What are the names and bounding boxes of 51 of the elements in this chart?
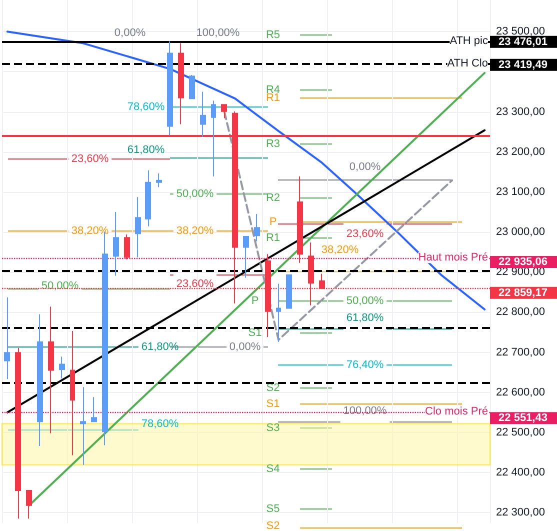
annotation: S1 [266,398,280,410]
ref-line-label: Clo mois Pré [425,405,488,418]
annotation: R5 [266,29,280,41]
annotation: 38,20% [71,225,109,237]
ref-line-label: ATH Clo [447,57,488,70]
y-tick-label: 23 200,00 [496,146,545,158]
annotation: 0,00% [349,161,381,173]
text: 22 551,43 [498,412,548,424]
y-tick-label: 23 300,00 [496,106,545,118]
annotation: 23,60% [346,228,384,240]
annotation: 38,20% [321,244,359,256]
text: 22 859,17 [498,286,548,299]
annotation: 23,60% [176,278,214,290]
annotation: 61,80% [346,312,384,324]
annotation: 100,00% [196,27,240,39]
annotation: R1 [266,232,280,244]
text: 23 419,49 [498,58,548,71]
annotation: 61,80% [141,341,179,353]
y-tick-label: 22 700,00 [496,346,545,358]
annotation: R2 [266,192,280,204]
annotation: S5 [266,503,280,515]
annotation: 38,20% [176,225,214,237]
y-tick-label: 22 300,00 [496,506,545,519]
annotation: 50,00% [346,295,384,307]
annotation: S3 [266,422,280,434]
y-tick-label: 23 100,00 [496,186,545,198]
annotation: 23,60% [71,153,109,165]
annotation: S1 [248,327,262,339]
y-tick-label: 22 800,00 [496,306,545,318]
annotation: 78,60% [141,418,179,430]
annotation: S4 [266,463,280,475]
annotation: 78,60% [127,101,165,113]
annotation: P [251,295,259,307]
ref-line-label: Haut mois Pré [418,252,488,264]
annotation: 76,40% [346,359,384,371]
text: 22 935,06 [498,256,548,268]
annotation: 0,00% [114,27,146,39]
annotation: 61,80% [127,144,165,156]
annotation: P [269,216,277,228]
annotation: 100,00% [343,405,387,417]
annotation: 0,00% [229,341,261,353]
y-tick-label: 22 400,00 [496,466,545,479]
ref-line-label: ATH pic [450,34,488,47]
annotation: S2 [266,520,280,531]
y-tick-label: 22 500,00 [496,426,545,438]
annotation: R3 [266,138,280,150]
text: 23 476,01 [498,36,548,48]
annotation: 50,00% [176,188,214,200]
y-tick-label: 22 600,00 [496,386,545,398]
y-tick-label: 23 000,00 [496,226,545,238]
y-tick-label: 23 500,00 [496,26,545,38]
